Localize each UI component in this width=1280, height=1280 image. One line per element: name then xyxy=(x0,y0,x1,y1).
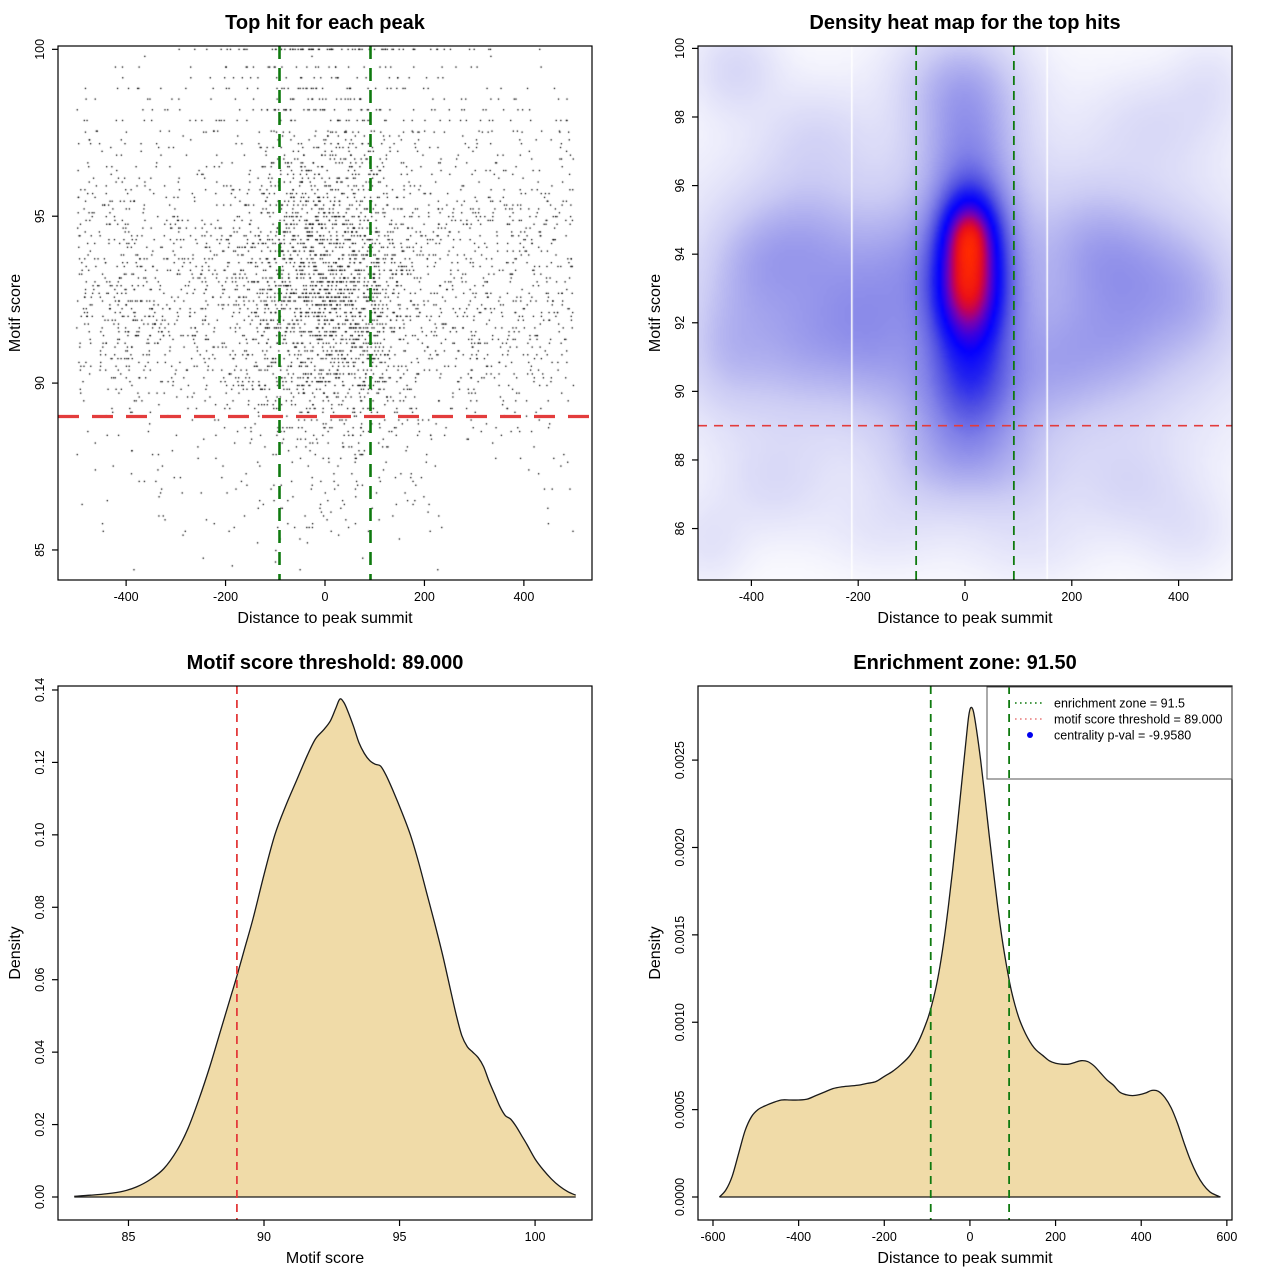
heatmap-canvas xyxy=(640,0,1280,640)
y-tick-label: 100 xyxy=(33,39,47,60)
y-axis-label: Motif score xyxy=(7,273,24,353)
panel-top-hit-scatter: -400 -200 0 200 400 85 90 95 100 Top hit for eac… xyxy=(0,0,640,640)
plot-box xyxy=(697,45,1233,581)
y-tick-label: 0.0010 xyxy=(673,1003,687,1041)
x-tick-label: -200 xyxy=(872,1230,897,1244)
x-tick-label: 95 xyxy=(393,1230,407,1244)
density-area xyxy=(74,698,576,1197)
y-tick-label: 0.0005 xyxy=(673,1090,687,1128)
density-area xyxy=(719,707,1221,1197)
x-tick-label: -200 xyxy=(213,590,238,604)
y-tick-label: 0.14 xyxy=(33,678,47,702)
scatter-canvas xyxy=(0,0,640,640)
panel-title: Density heat map for the top hits xyxy=(809,12,1121,34)
y-tick-label: 85 xyxy=(33,543,47,557)
y-tick-label: 0.12 xyxy=(33,750,47,774)
y-tick-label: 90 xyxy=(33,376,47,390)
plot-box xyxy=(697,685,1233,1221)
x-tick-label: -400 xyxy=(786,1230,811,1244)
x-tick-label: 90 xyxy=(257,1230,271,1244)
y-axis-label: Motif score xyxy=(647,273,664,353)
y-tick-label: 92 xyxy=(673,316,687,330)
y-tick-label: 90 xyxy=(673,384,687,398)
x-tick-label: 0 xyxy=(966,1230,973,1244)
legend-entry-label: centrality p-val = -9.9580 xyxy=(1054,729,1191,743)
y-axis-label: Density xyxy=(7,926,24,980)
y-tick-label: 96 xyxy=(673,179,687,193)
y-tick-label: 95 xyxy=(33,209,47,223)
y-tick-label: 0.0020 xyxy=(673,828,687,866)
density-curve xyxy=(718,706,1221,1198)
x-tick-label: 100 xyxy=(525,1230,546,1244)
y-tick-label: 98 xyxy=(673,110,687,124)
legend-box xyxy=(986,686,1233,780)
y-tick-label: 0.10 xyxy=(33,823,47,847)
panel-distance-density: -600 -400 -200 0 200 400 600 0.0000 0.0005 0.0010… xyxy=(640,640,1280,1280)
x-axis-label: Distance to peak summit xyxy=(237,610,413,627)
x-tick-label: 400 xyxy=(513,590,534,604)
x-tick-label: 0 xyxy=(322,590,329,604)
x-tick-label: 400 xyxy=(1168,590,1189,604)
scatter-axes-svg: -400 -200 0 200 400 85 90 95 100 xyxy=(33,39,593,604)
y-tick-label: 88 xyxy=(673,453,687,467)
x-axis-label: Distance to peak summit xyxy=(877,1250,1053,1267)
legend-entry-label: enrichment zone = 91.5 xyxy=(1054,697,1185,711)
x-tick-label: 400 xyxy=(1131,1230,1152,1244)
y-tick-label: 0.02 xyxy=(33,1112,47,1136)
panel-title: Top hit for each peak xyxy=(225,12,425,34)
plot-box xyxy=(57,45,593,581)
x-tick-label: 85 xyxy=(122,1230,136,1244)
heatmap-axes-svg: -400 -200 0 200 400 86 88 90 92 94 96 98 100 xyxy=(673,38,1233,604)
y-tick-label: 0.0025 xyxy=(673,741,687,779)
score-density-svg: 85 90 95 100 0.00 0.02 0.04 0.06 0.08 0.10 0.12 0.1… xyxy=(33,678,593,1244)
y-tick-label: 0.0000 xyxy=(673,1178,687,1216)
y-tick-label: 0.06 xyxy=(33,968,47,992)
x-tick-label: 200 xyxy=(1045,1230,1066,1244)
x-tick-label: -400 xyxy=(114,590,139,604)
x-tick-label: -400 xyxy=(739,590,764,604)
x-tick-label: -200 xyxy=(846,590,871,604)
y-tick-label: 86 xyxy=(673,522,687,536)
panel-motif-score-density: 85 90 95 100 0.00 0.02 0.04 0.06 0.08 0.10 0.12 0.1… xyxy=(0,640,640,1280)
x-tick-label: 600 xyxy=(1216,1230,1237,1244)
y-axis-label: Density xyxy=(647,926,664,980)
x-axis-label: Distance to peak summit xyxy=(877,610,1053,627)
x-tick-label: 200 xyxy=(414,590,435,604)
panel-density-heatmap: -400 -200 0 200 400 86 88 90 92 94 96 98 100 Density… xyxy=(640,0,1280,640)
panel-title: Enrichment zone: 91.50 xyxy=(853,652,1077,674)
distance-density-svg: -600 -400 -200 0 200 400 600 0.0000 0.0005 0.0010… xyxy=(673,685,1237,1244)
x-tick-label: 200 xyxy=(1061,590,1082,604)
density-curve xyxy=(74,698,577,1197)
legend-entry-label: motif score threshold = 89.000 xyxy=(1054,713,1223,727)
x-tick-label: 0 xyxy=(962,590,969,604)
y-tick-label: 0.00 xyxy=(33,1185,47,1209)
panel-title: Motif score threshold: 89.000 xyxy=(186,652,464,674)
y-tick-label: 94 xyxy=(673,247,687,261)
y-tick-label: 100 xyxy=(673,38,687,59)
legend-marker-dot xyxy=(1027,732,1033,738)
x-axis-label: Motif score xyxy=(285,1250,365,1267)
x-tick-label: -600 xyxy=(700,1230,725,1244)
y-tick-label: 0.08 xyxy=(33,895,47,919)
y-tick-label: 0.04 xyxy=(33,1040,47,1064)
plot-box xyxy=(57,685,593,1221)
y-tick-label: 0.0015 xyxy=(673,916,687,954)
